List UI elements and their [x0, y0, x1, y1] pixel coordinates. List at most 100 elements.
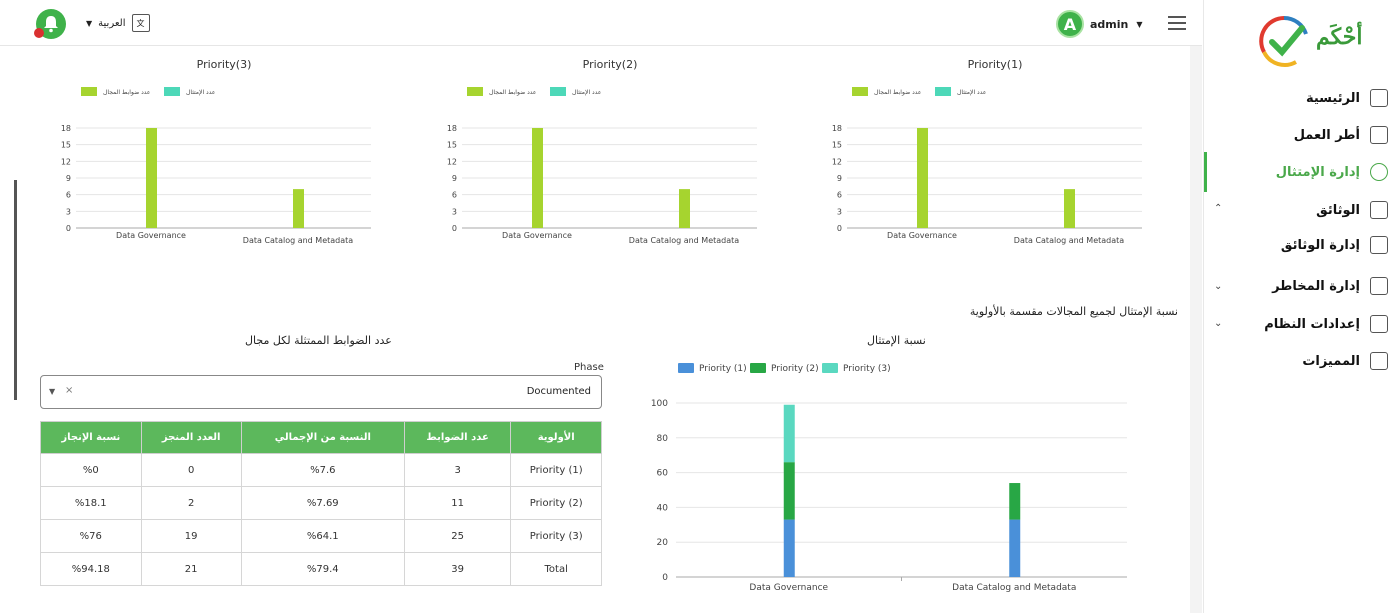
y-tick-label: 12 — [447, 157, 457, 166]
sidebar-item-home[interactable]: الرئيسية — [1306, 86, 1388, 110]
logo: أحْكَم — [1256, 14, 1366, 68]
legend-swatch — [164, 87, 180, 96]
col-controls-count: عدد الضوابط — [403, 421, 512, 454]
table-row: %0 0 %7.6 3 Priority (1) — [40, 453, 602, 487]
sidebar-item-risk-management[interactable]: إدارة المخاطر — [1272, 274, 1388, 298]
col-completed-count: العدد المنجز — [140, 421, 242, 454]
bar — [1064, 189, 1075, 228]
gear-icon — [1370, 315, 1388, 333]
language-switcher[interactable]: ▼ العربية 文 — [86, 13, 150, 33]
bar — [532, 128, 543, 228]
compliance-stacked-chart: Priority (1) Priority (2) Priority (3) 0 20 4… — [651, 363, 1127, 593]
cell: 19 — [140, 519, 242, 553]
bar — [146, 128, 157, 228]
y-tick-label: 15 — [447, 141, 457, 150]
cell: %76 — [40, 519, 142, 553]
phase-label: Phase — [574, 362, 604, 373]
y-tick-label: 18 — [447, 124, 457, 133]
y-tick-label: 80 — [657, 434, 669, 444]
bar-segment — [783, 462, 795, 520]
sidebar-item-label: الوثائق — [1316, 202, 1360, 218]
legend-label: عدد ضوابط المجال — [874, 89, 921, 96]
chevron-down-icon[interactable]: ⌄ — [1214, 281, 1223, 292]
top-bar: ▼ العربية 文 A admin ▼ — [0, 0, 1202, 46]
table-header-row: نسبة الإنجاز العدد المنجز النسبة من الإج… — [40, 421, 602, 454]
user-menu[interactable]: A admin ▼ — [1056, 10, 1143, 38]
grid-icon — [1370, 352, 1388, 370]
chevron-up-icon[interactable]: ⌃ — [1214, 203, 1223, 214]
cell: 25 — [403, 519, 512, 553]
chevron-down-icon[interactable]: ▼ — [49, 387, 56, 396]
scrollbar-left[interactable] — [14, 180, 17, 400]
chevron-down-icon[interactable]: ⌄ — [1214, 318, 1223, 329]
col-share-of-total: النسبة من الإجمالي — [240, 421, 405, 454]
legend-swatch — [822, 363, 838, 373]
scrollbar-track[interactable] — [1190, 46, 1202, 613]
y-tick-label: 15 — [832, 141, 842, 150]
legend-label: عدد ضوابط المجال — [489, 89, 536, 96]
legend-label: Priority (2) — [771, 364, 819, 374]
cell: 3 — [403, 453, 512, 487]
y-tick-label: 6 — [452, 191, 457, 200]
phase-select[interactable]: ▼ × Documented — [40, 375, 602, 409]
legend-label: عدد الإمتثال — [186, 89, 215, 96]
bell-icon — [44, 16, 58, 33]
y-tick-label: 12 — [61, 157, 71, 166]
priority-charts: Priority(3) عدد ضوابط المجال عدد الإمتثال 0… — [61, 58, 1142, 245]
sidebar-item-document-management[interactable]: إدارة الوثائق — [1281, 233, 1388, 257]
cell: %7.6 — [240, 453, 405, 487]
legend-swatch — [550, 87, 566, 96]
table-row: %94.18 21 %79.4 39 Total — [40, 552, 602, 586]
language-label: العربية — [98, 17, 126, 29]
sidebar-item-label: إدارة الإمتثال — [1275, 164, 1360, 180]
sidebar-item-system-settings[interactable]: إعدادات النظام — [1264, 312, 1388, 336]
y-tick-label: 6 — [66, 191, 71, 200]
legend-swatch — [750, 363, 766, 373]
sidebar-item-frameworks[interactable]: أطر العمل — [1294, 123, 1388, 147]
y-tick-label: 0 — [662, 573, 668, 583]
documents-icon — [1370, 236, 1388, 254]
y-tick-label: 3 — [66, 207, 71, 216]
sidebar-item-label: إدارة المخاطر — [1272, 278, 1360, 294]
legend-label: Priority (3) — [843, 364, 891, 374]
chart-title: Priority(3) — [197, 58, 252, 71]
y-tick-label: 0 — [66, 224, 71, 233]
priority-table: نسبة الإنجاز العدد المنجز النسبة من الإج… — [40, 421, 602, 586]
logo-text: أحْكَم — [1316, 24, 1363, 50]
sidebar-item-documents[interactable]: الوثائق — [1316, 198, 1388, 222]
legend-swatch — [81, 87, 97, 96]
x-tick-label: Data Catalog and Metadata — [243, 236, 353, 245]
active-indicator — [1204, 152, 1207, 192]
sidebar-item-label: أطر العمل — [1293, 127, 1360, 143]
legend-swatch — [935, 87, 951, 96]
y-tick-label: 60 — [657, 469, 669, 479]
cell: 39 — [403, 552, 512, 586]
bar — [917, 128, 928, 228]
chart-title: Priority(2) — [583, 58, 638, 71]
cell: %79.4 — [240, 552, 405, 586]
caret-down-icon: ▼ — [1136, 19, 1143, 29]
clear-icon[interactable]: × — [65, 385, 74, 396]
x-tick-label: Data Catalog and Metadata — [629, 236, 739, 245]
list-circle-icon — [1370, 163, 1388, 181]
x-tick-label: Data Governance — [502, 231, 572, 240]
legend-label: عدد الإمتثال — [957, 89, 986, 96]
sidebar-item-features[interactable]: المميزات — [1302, 349, 1388, 373]
compliance-chart-title: نسبة الإمتثال — [867, 334, 926, 347]
bar-segment — [783, 519, 795, 577]
legend-swatch — [467, 87, 483, 96]
bar-chart-icon — [1370, 89, 1388, 107]
legend-label: Priority (1) — [699, 364, 747, 374]
x-tick-label: Data Governance — [749, 583, 828, 593]
cell: 2 — [140, 486, 242, 520]
legend-label: عدد ضوابط المجال — [103, 89, 150, 96]
y-tick-label: 0 — [452, 224, 457, 233]
legend-swatch — [852, 87, 868, 96]
menu-toggle-icon[interactable] — [1168, 16, 1186, 30]
y-tick-label: 9 — [452, 174, 457, 183]
cell: 21 — [140, 552, 242, 586]
bar-segment — [1009, 519, 1021, 577]
table-row: %18.1 2 %7.69 11 Priority (2) — [40, 486, 602, 520]
sidebar-item-compliance[interactable]: إدارة الإمتثال — [1276, 160, 1388, 184]
logo-emblem-icon — [1259, 15, 1308, 67]
